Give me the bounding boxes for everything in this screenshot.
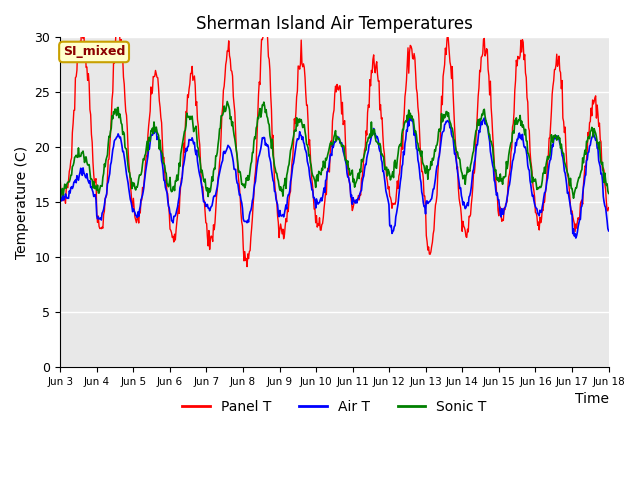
Y-axis label: Temperature (C): Temperature (C) — [15, 145, 29, 259]
Panel T — [179, 175, 186, 181]
Air T — [605, 228, 612, 234]
Sonic T — [56, 196, 64, 202]
Air T — [572, 235, 580, 241]
Title: Sherman Island Air Temperatures: Sherman Island Air Temperatures — [196, 15, 473, 33]
Sonic T — [402, 118, 410, 124]
Air T — [418, 189, 426, 195]
Panel T — [66, 165, 74, 171]
Panel T — [262, 20, 269, 26]
Panel T — [419, 168, 426, 174]
Sonic T — [123, 146, 131, 152]
Line: Panel T: Panel T — [60, 23, 609, 266]
Panel T — [207, 233, 215, 239]
Panel T — [403, 77, 410, 83]
Sonic T — [223, 98, 231, 104]
Panel T — [605, 204, 612, 210]
Sonic T — [418, 148, 426, 154]
Sonic T — [207, 182, 215, 188]
Legend: Panel T, Air T, Sonic T: Panel T, Air T, Sonic T — [177, 394, 492, 420]
Air T — [66, 190, 74, 196]
Air T — [406, 114, 413, 120]
Air T — [123, 171, 131, 177]
Air T — [207, 204, 215, 209]
Panel T — [56, 175, 64, 180]
Air T — [56, 197, 64, 203]
Line: Sonic T: Sonic T — [60, 101, 609, 199]
Line: Air T: Air T — [60, 117, 609, 238]
Air T — [179, 174, 186, 180]
Sonic T — [66, 177, 74, 182]
Sonic T — [605, 191, 612, 196]
Sonic T — [179, 143, 186, 148]
Text: SI_mixed: SI_mixed — [63, 46, 125, 59]
Air T — [401, 141, 409, 146]
Panel T — [243, 264, 251, 269]
Panel T — [123, 112, 131, 118]
X-axis label: Time: Time — [575, 392, 609, 406]
